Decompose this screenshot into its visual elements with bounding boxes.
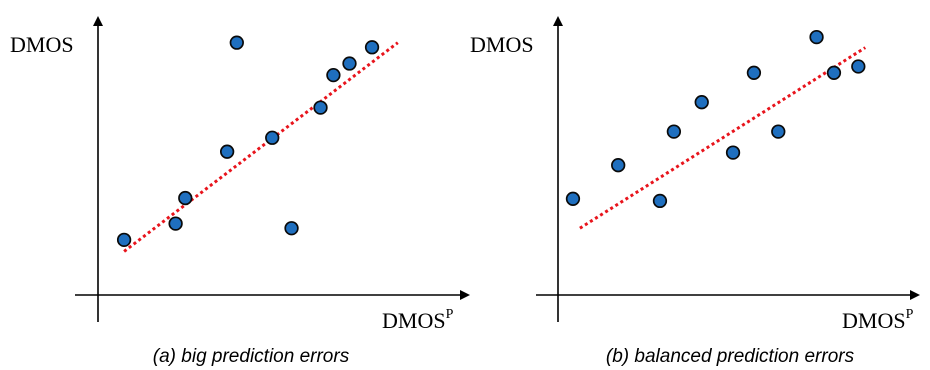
panel-b-point-2 <box>611 158 626 173</box>
panel-a-point-11 <box>364 40 380 55</box>
panel-a-point-9 <box>326 67 341 83</box>
panel-b-fit-line <box>579 46 867 230</box>
panel-b-points <box>565 29 866 209</box>
panel-a-point-1 <box>116 232 132 247</box>
panel-b-point-10 <box>826 65 842 80</box>
panel-b-point-6 <box>725 145 741 160</box>
panel-b-point-4 <box>666 124 682 139</box>
panel-b: DMOS DMOSP (b) balanced prediction error… <box>470 16 920 367</box>
panel-a: DMOS DMOSP (a) big prediction errors <box>10 16 470 367</box>
panel-a-point-4 <box>219 144 235 159</box>
panel-a-point-3 <box>178 190 193 206</box>
panel-a-fit-line <box>123 41 399 253</box>
panel-b-point-11 <box>851 59 866 74</box>
panel-a-x-axis-label-sup: P <box>446 307 454 322</box>
panel-a-point-7 <box>284 221 299 236</box>
panel-b-x-axis-label-main: DMOS <box>842 308 906 333</box>
panel-b-caption: (b) balanced prediction errors <box>606 346 855 367</box>
panel-a-x-axis-label: DMOSP <box>382 307 454 333</box>
panel-a-y-axis-label: DMOS <box>10 32 74 57</box>
panel-a-x-axis-label-main: DMOS <box>382 308 446 333</box>
panel-b-point-8 <box>771 124 786 139</box>
panel-b-point-5 <box>694 95 709 110</box>
panel-b-y-axis-label: DMOS <box>470 32 534 57</box>
panel-a-points <box>116 35 380 247</box>
panel-a-point-10 <box>342 56 357 71</box>
panel-a-point-2 <box>168 216 183 231</box>
panel-b-x-axis-label-sup: P <box>906 307 914 322</box>
panel-a-caption: (a) big prediction errors <box>153 346 350 367</box>
panel-b-x-axis-label: DMOSP <box>842 307 914 333</box>
panel-a-point-5 <box>229 35 244 50</box>
panel-b-point-1 <box>565 191 581 206</box>
panel-a-point-8 <box>313 100 328 115</box>
panel-a-point-6 <box>265 130 280 145</box>
panel-b-point-3 <box>652 193 668 209</box>
panel-b-point-7 <box>746 65 762 80</box>
panel-b-point-9 <box>809 29 824 45</box>
